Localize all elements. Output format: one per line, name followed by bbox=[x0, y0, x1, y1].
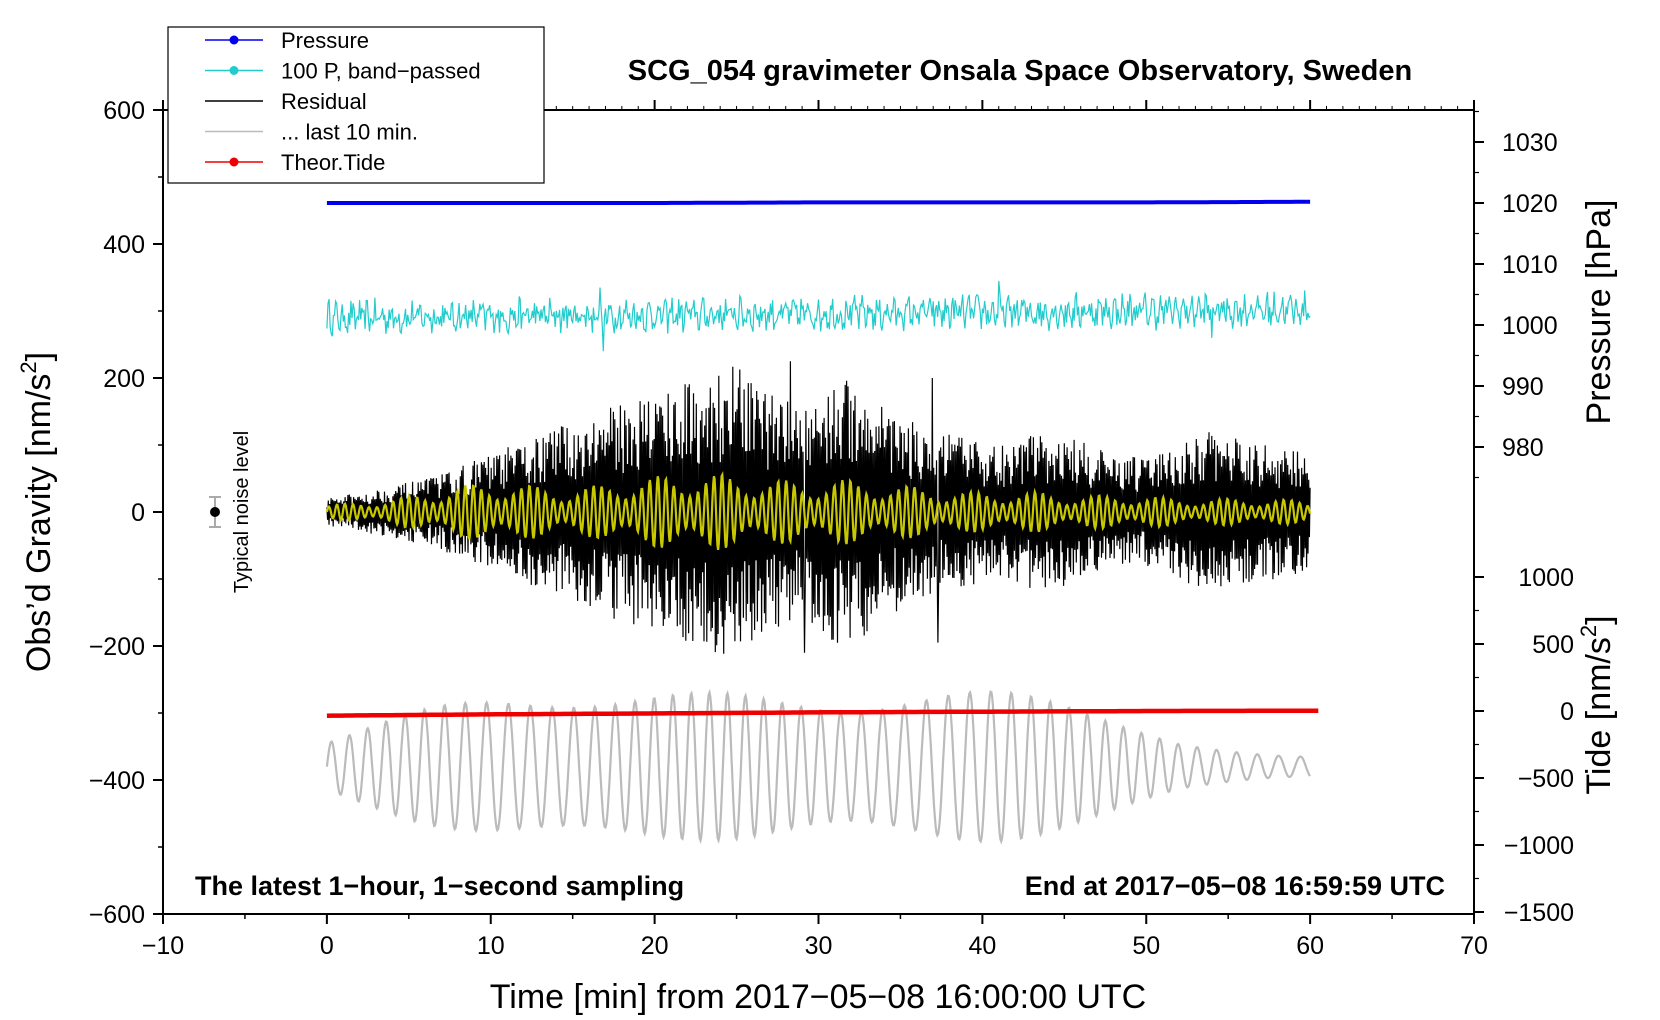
tide-tick-label: −500 bbox=[1518, 765, 1574, 793]
noise-level-marker bbox=[209, 496, 221, 528]
series-layer bbox=[325, 199, 1319, 845]
tide-title-main: Tide [nm/s bbox=[1580, 637, 1618, 794]
legend-label-2: Residual bbox=[281, 89, 367, 114]
x-tick-label: −10 bbox=[142, 932, 184, 960]
tide-tick-label: −1500 bbox=[1504, 899, 1574, 927]
y-axis-left-title: Obs’d Gravity [nm/s2] bbox=[16, 352, 58, 672]
x-tick-label: 0 bbox=[320, 932, 334, 960]
pressure-tick-label: 990 bbox=[1502, 373, 1544, 401]
pressure-tick-label: 1010 bbox=[1502, 251, 1558, 279]
tide-tick-label: 0 bbox=[1560, 698, 1574, 726]
noise-point bbox=[210, 507, 220, 517]
tide-title-end: ] bbox=[1580, 615, 1618, 624]
y-tick-label: −400 bbox=[89, 767, 145, 795]
annotation-right: End at 2017−05−08 16:59:59 UTC bbox=[1025, 871, 1445, 901]
x-tick-label: 50 bbox=[1132, 932, 1160, 960]
legend-label-3: ... last 10 min. bbox=[281, 120, 418, 145]
pressure-tick-label: 1000 bbox=[1502, 312, 1558, 340]
series-band-passed-pressure bbox=[326, 280, 1311, 352]
legend-marker-0 bbox=[229, 35, 239, 45]
x-tick-label: 20 bbox=[641, 932, 669, 960]
series-pressure bbox=[326, 199, 1311, 205]
y-tick-label: −200 bbox=[89, 633, 145, 661]
x-tick-label: 10 bbox=[477, 932, 505, 960]
chart-title: SCG_054 gravimeter Onsala Space Observat… bbox=[628, 55, 1412, 87]
tide-title-sup: 2 bbox=[1576, 625, 1601, 637]
x-tick-label: 30 bbox=[805, 932, 833, 960]
legend-label-1: 100 P, band−passed bbox=[281, 59, 481, 84]
y-axis-pressure-ticks: 1030 1020 1010 1000 990 980 bbox=[1474, 110, 1558, 479]
pressure-tick-label: 1030 bbox=[1502, 129, 1558, 157]
y-tick-label: 400 bbox=[103, 231, 145, 259]
pressure-tick-label: 1020 bbox=[1502, 190, 1558, 218]
annotation-left: The latest 1−hour, 1−second sampling bbox=[195, 871, 684, 901]
y-tick-label: 0 bbox=[131, 499, 145, 527]
y-axis-left-ticks: 600 400 200 0 −200 −400 −600 bbox=[89, 97, 163, 929]
series-residual-filtered bbox=[325, 471, 1312, 551]
series-residual bbox=[326, 361, 1311, 654]
y-tick-label: −600 bbox=[89, 901, 145, 929]
y-left-title-end: ] bbox=[20, 352, 58, 361]
x-tick-label: 70 bbox=[1460, 932, 1488, 960]
legend-box bbox=[167, 26, 545, 184]
y-left-title-sup: 2 bbox=[16, 361, 41, 373]
series-last-10-min bbox=[325, 688, 1311, 845]
y-tick-label: 200 bbox=[103, 365, 145, 393]
x-tick-label: 40 bbox=[968, 932, 996, 960]
series-theor-tide bbox=[326, 708, 1319, 718]
tide-tick-label: 1000 bbox=[1518, 564, 1574, 592]
y-axis-tide-ticks: 1000 500 0 −500 −1000 −1500 bbox=[1474, 564, 1574, 927]
pressure-tick-label: 980 bbox=[1502, 434, 1544, 462]
y-axis-tide-title: Tide [nm/s2] bbox=[1576, 615, 1618, 794]
x-axis-title: Time [min] from 2017−05−08 16:00:00 UTC bbox=[490, 978, 1146, 1016]
y-tick-label: 600 bbox=[103, 97, 145, 125]
y-axis-pressure-title: Pressure [hPa] bbox=[1580, 200, 1618, 425]
y-left-title-main: Obs’d Gravity [nm/s bbox=[20, 374, 58, 673]
legend: Pressure 100 P, band−passed Residual ... la… bbox=[167, 26, 545, 184]
x-axis-ticks: −10 0 10 20 30 40 50 60 70 bbox=[142, 100, 1488, 960]
legend-marker-1 bbox=[229, 66, 239, 75]
tide-tick-label: −1000 bbox=[1504, 832, 1574, 860]
legend-marker-4 bbox=[229, 157, 239, 167]
noise-label: Typical noise level bbox=[231, 431, 253, 593]
tide-tick-label: 500 bbox=[1532, 631, 1574, 659]
x-tick-label: 60 bbox=[1296, 932, 1324, 960]
legend-label-0: Pressure bbox=[281, 28, 369, 53]
legend-label-4: Theor.Tide bbox=[281, 150, 385, 175]
